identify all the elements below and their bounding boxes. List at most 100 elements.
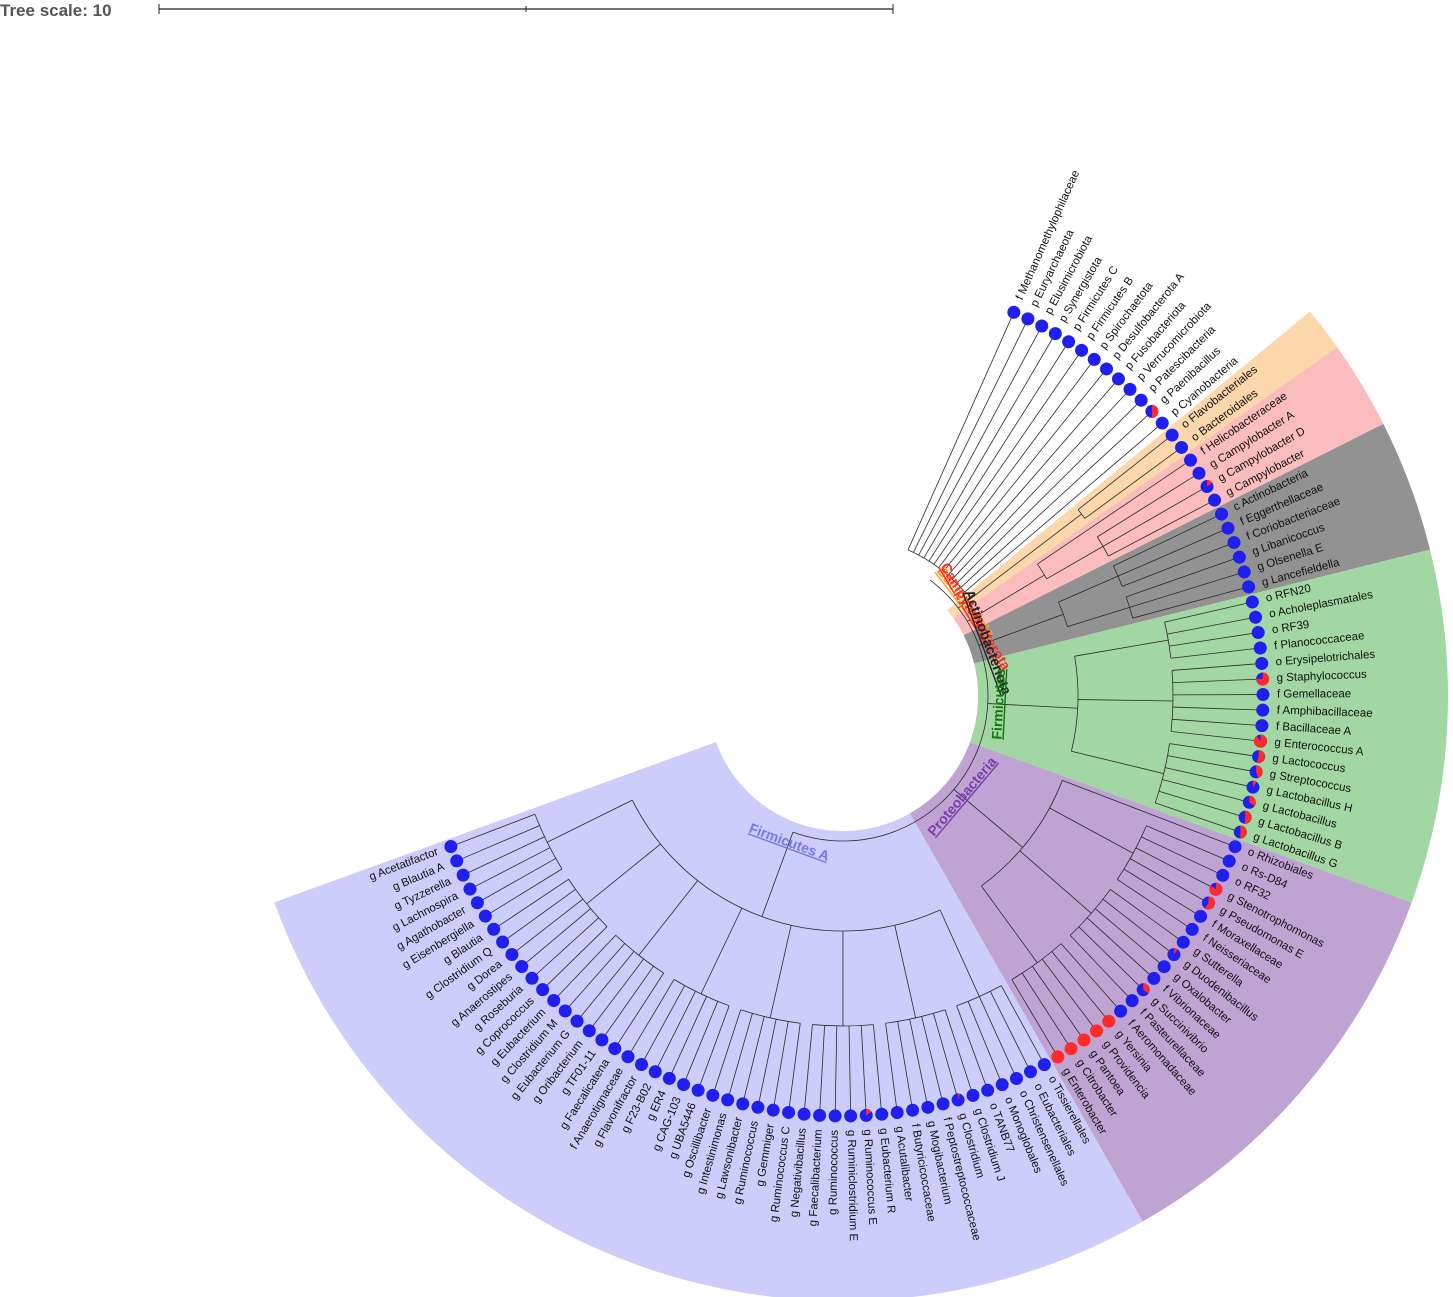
leaf-branch: [1110, 889, 1184, 943]
abundance-marker: [951, 1093, 965, 1107]
abundance-marker: [478, 909, 492, 923]
abundance-marker: [1024, 1065, 1038, 1079]
abundance-marker: [1249, 610, 1263, 624]
subclade-branch: [1049, 807, 1134, 854]
abundance-marker: [921, 1100, 935, 1114]
leaf-branch: [1084, 447, 1182, 519]
leaf-branch: [614, 972, 665, 1049]
abundance-marker: [1111, 372, 1125, 386]
leaf-branch: [1021, 972, 1072, 1049]
subclade-branch: [700, 907, 743, 995]
abundance-marker: [1075, 343, 1089, 357]
leaf-branch: [654, 991, 696, 1072]
leaf-branch: [1158, 790, 1246, 818]
leaf-branch: [1155, 802, 1241, 833]
abundance-marker: [1051, 1050, 1065, 1064]
leaf-label: f Amphibacillaceae: [1277, 705, 1373, 720]
leaf-branch: [493, 878, 569, 930]
leaf-branch: [1108, 499, 1215, 557]
abundance-marker: [1077, 1033, 1091, 1047]
leaf-branch: [803, 1024, 813, 1115]
abundance-marker: [621, 1050, 635, 1064]
tree-scale: Tree scale: 10: [0, 1, 894, 20]
abundance-marker: [463, 882, 477, 896]
subclade-branch: [1071, 750, 1164, 774]
phylum-branch: [952, 389, 1131, 580]
abundance-marker: [608, 1042, 622, 1056]
abundance-marker: [1125, 994, 1139, 1008]
subclade-branch: [1019, 850, 1092, 914]
leaf-branch: [1011, 979, 1059, 1058]
leaf-branch: [1167, 616, 1256, 635]
root-arc: [792, 579, 989, 842]
sector-campylobacterota: [953, 347, 1384, 636]
leaf-branch: [1129, 571, 1245, 608]
subclade-branch: [546, 799, 633, 843]
abundance-marker: [1256, 672, 1270, 686]
leaf-branch: [848, 1025, 852, 1116]
leaf-label: f Gemellaceae: [1277, 688, 1351, 700]
subclade-branch: [1067, 607, 1130, 627]
abundance-marker: [470, 896, 484, 910]
leaf-branch: [1117, 527, 1229, 577]
phylum-branch: [923, 333, 1056, 559]
abundance-marker: [1252, 750, 1266, 764]
abundance-marker: [1222, 854, 1236, 868]
leaf-branch: [757, 1019, 777, 1108]
leaf-branch: [1164, 601, 1253, 623]
abundance-marker: [1102, 1014, 1116, 1028]
abundance-marker: [1255, 656, 1269, 670]
leaf-label: g Faecalibacterium: [807, 1129, 824, 1227]
phyla-arc: [907, 549, 965, 593]
clade-arc: [1071, 656, 1079, 752]
phylum-branch: [928, 341, 1069, 562]
leaf-branch: [989, 991, 1031, 1072]
leaf-branch: [1171, 663, 1262, 671]
leaf-branch: [1091, 459, 1191, 528]
leaf-branch: [885, 1023, 898, 1113]
leaf-branch: [1069, 935, 1133, 1001]
leaf-branch: [1097, 472, 1200, 538]
abundance-marker: [706, 1088, 720, 1102]
leaf-branch: [502, 888, 576, 943]
subclade-branch: [769, 925, 792, 1018]
subclade-branch: [1046, 546, 1104, 580]
abundance-marker: [1175, 440, 1189, 454]
leaf-branch: [1150, 814, 1236, 848]
abundance-marker: [1215, 507, 1229, 521]
leaf-branch: [1086, 917, 1155, 979]
subclade-branch: [1062, 779, 1152, 815]
phylum-branch: [956, 399, 1142, 584]
abundance-marker: [936, 1097, 950, 1111]
subclade-arc: [956, 985, 1002, 1007]
abundance-marker: [662, 1071, 676, 1085]
leaf-branch: [1141, 836, 1223, 876]
leaf-branch: [944, 1009, 974, 1096]
abundance-marker: [444, 840, 458, 854]
leaf-branch: [1123, 868, 1201, 917]
leaf-branch: [933, 1013, 959, 1101]
leaf-branch: [531, 917, 599, 979]
abundance-marker: [1254, 734, 1268, 748]
abundance-marker: [1194, 909, 1208, 923]
abundance-marker: [1238, 810, 1252, 824]
leaf-branch: [1031, 966, 1085, 1041]
abundance-marker: [1246, 780, 1260, 794]
abundance-marker: [981, 1083, 995, 1097]
tree-branches: [450, 312, 1263, 1116]
leaf-branch: [450, 813, 536, 847]
abundance-markers: [444, 305, 1270, 1123]
abundance-marker: [1176, 935, 1190, 949]
abundance-marker: [1192, 466, 1206, 480]
leaf-branch: [1102, 486, 1208, 547]
abundance-marker: [1253, 641, 1267, 655]
abundance-marker: [906, 1103, 920, 1117]
leaf-branch: [462, 836, 545, 876]
sector-proteobacteria: [909, 742, 1412, 1222]
abundance-marker: [1157, 960, 1171, 974]
abundance-marker: [450, 854, 464, 868]
abundance-marker: [570, 1014, 584, 1028]
abundance-marker: [1208, 493, 1222, 507]
leaf-branch: [542, 926, 608, 990]
sector-firmicutes: [969, 549, 1448, 903]
